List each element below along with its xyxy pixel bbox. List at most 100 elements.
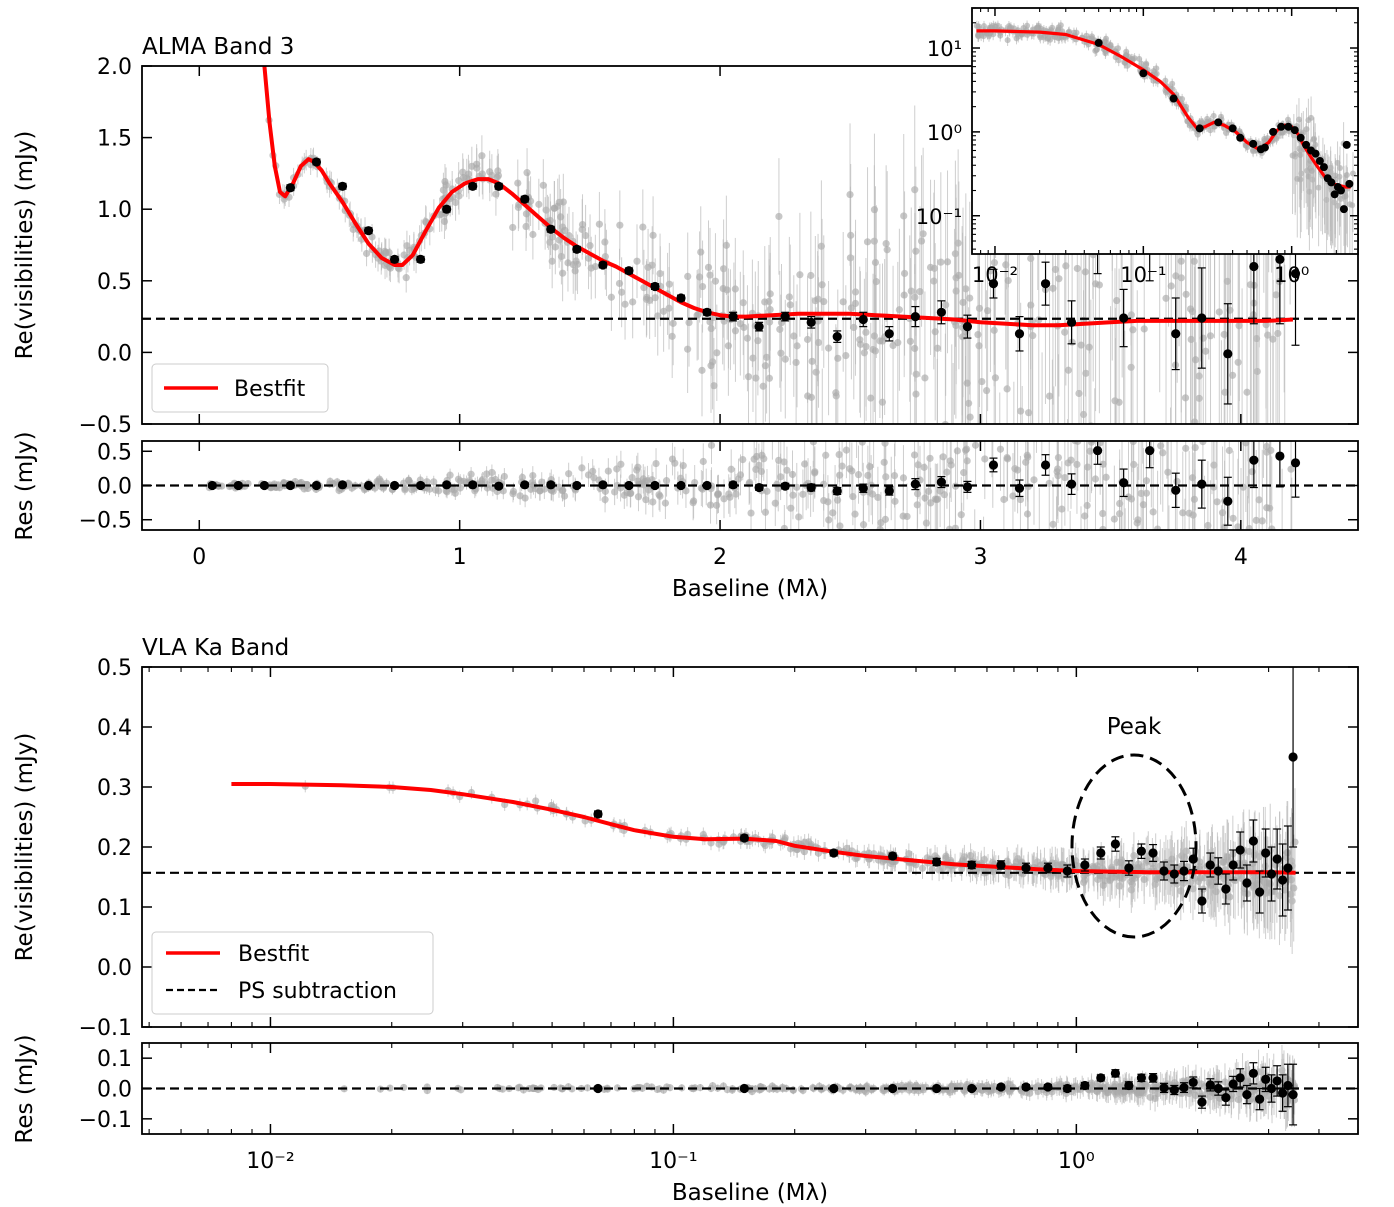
visibility-point	[1168, 431, 1175, 438]
visibility-point	[787, 504, 795, 512]
visibility-point	[769, 433, 776, 440]
visibility-point	[1140, 875, 1148, 884]
binned-point	[988, 460, 999, 470]
binned-point	[1094, 38, 1103, 47]
visibility-point	[539, 181, 547, 189]
visibility-point	[492, 190, 500, 198]
visibility-point	[951, 524, 959, 530]
visibility-point	[422, 217, 430, 226]
y-tick-label: 0.1	[97, 896, 132, 921]
visibility-point	[752, 465, 760, 473]
y-tick-label: 2.0	[97, 55, 132, 80]
visibility-point	[872, 278, 880, 286]
alma-title: ALMA Band 3	[142, 34, 294, 60]
visibility-point	[564, 259, 572, 267]
binned-point	[1171, 329, 1181, 339]
visibility-point	[1091, 475, 1100, 483]
visibility-point	[1258, 517, 1266, 525]
visibility-point	[1181, 557, 1188, 564]
visibility-point	[651, 294, 659, 302]
visibility-point	[854, 471, 863, 479]
visibility-point	[808, 357, 816, 365]
binned-point	[754, 482, 764, 493]
binned-point	[806, 482, 816, 493]
visibility-point	[1204, 585, 1211, 592]
binned-point	[1278, 875, 1288, 885]
binned-point	[1213, 866, 1223, 876]
binned-point	[884, 329, 894, 339]
visibility-point	[456, 477, 464, 485]
visibility-point	[928, 865, 936, 873]
binned-point	[337, 480, 348, 490]
binned-point	[389, 254, 400, 264]
visibility-point	[1116, 874, 1124, 882]
visibility-point	[971, 441, 980, 449]
visibility-point	[1073, 264, 1081, 273]
visibility-point	[943, 258, 952, 266]
visibility-point	[514, 203, 522, 212]
alma-ylabel: Re(visibilities) (mJy)	[12, 131, 38, 360]
binned-point	[832, 486, 842, 496]
visibility-point	[1228, 371, 1237, 379]
binned-point	[754, 322, 764, 332]
visibility-point	[1003, 385, 1011, 393]
visibility-point	[1255, 496, 1263, 504]
binned-point	[676, 480, 686, 491]
visibility-point	[754, 337, 762, 345]
binned-point	[442, 204, 452, 214]
visibility-point	[707, 362, 715, 370]
visibility-point	[978, 377, 986, 386]
visibility-point	[1016, 495, 1025, 504]
visibility-point	[761, 298, 769, 306]
visibility-point	[1215, 308, 1223, 316]
visibility-point	[1206, 332, 1215, 340]
visibility-point	[916, 287, 924, 296]
visibility-point	[1115, 398, 1123, 406]
visibility-point	[616, 221, 624, 229]
visibility-point	[1153, 525, 1162, 530]
visibility-point	[697, 248, 705, 256]
binned-point	[1235, 845, 1245, 855]
y-tick-label: 10⁰	[927, 121, 962, 145]
visibility-point	[488, 476, 496, 484]
visibility-point	[1165, 427, 1172, 434]
visibility-point	[1139, 501, 1148, 509]
alma-legend-box	[151, 363, 329, 413]
visibility-point	[1102, 50, 1109, 57]
visibility-point	[1128, 413, 1135, 420]
visibility-point	[559, 269, 567, 277]
visibility-point	[648, 261, 656, 269]
visibility-point	[1187, 335, 1195, 343]
visibility-point	[907, 287, 915, 295]
visibility-point	[1017, 407, 1025, 415]
visibility-point	[912, 390, 920, 398]
visibility-point	[684, 272, 692, 280]
visibility-point	[975, 33, 982, 40]
visibility-point	[934, 495, 942, 503]
visibility-point	[799, 490, 807, 498]
visibility-point	[584, 254, 593, 262]
visibility-point	[679, 462, 687, 470]
visibility-point	[693, 311, 701, 319]
visibility-point	[962, 446, 970, 454]
visibility-point	[613, 465, 621, 473]
visibility-point	[446, 471, 454, 479]
visibility-point	[825, 516, 833, 524]
visibility-point	[381, 247, 389, 255]
binned-point	[1093, 445, 1103, 456]
binned-point	[1228, 860, 1238, 870]
visibility-point	[965, 399, 973, 407]
visibility-point	[451, 489, 459, 497]
visibility-point	[1045, 392, 1054, 400]
visibility-point	[1287, 465, 1295, 473]
visibility-point	[761, 841, 769, 850]
visibility-point	[500, 472, 508, 481]
visibility-point	[804, 392, 812, 400]
visibility-point	[1004, 37, 1011, 44]
visibility-point	[1139, 403, 1146, 410]
visibility-point	[1185, 509, 1193, 517]
visibility-point	[997, 32, 1004, 39]
visibility-point	[1112, 467, 1119, 474]
visibility-point	[996, 445, 1005, 453]
